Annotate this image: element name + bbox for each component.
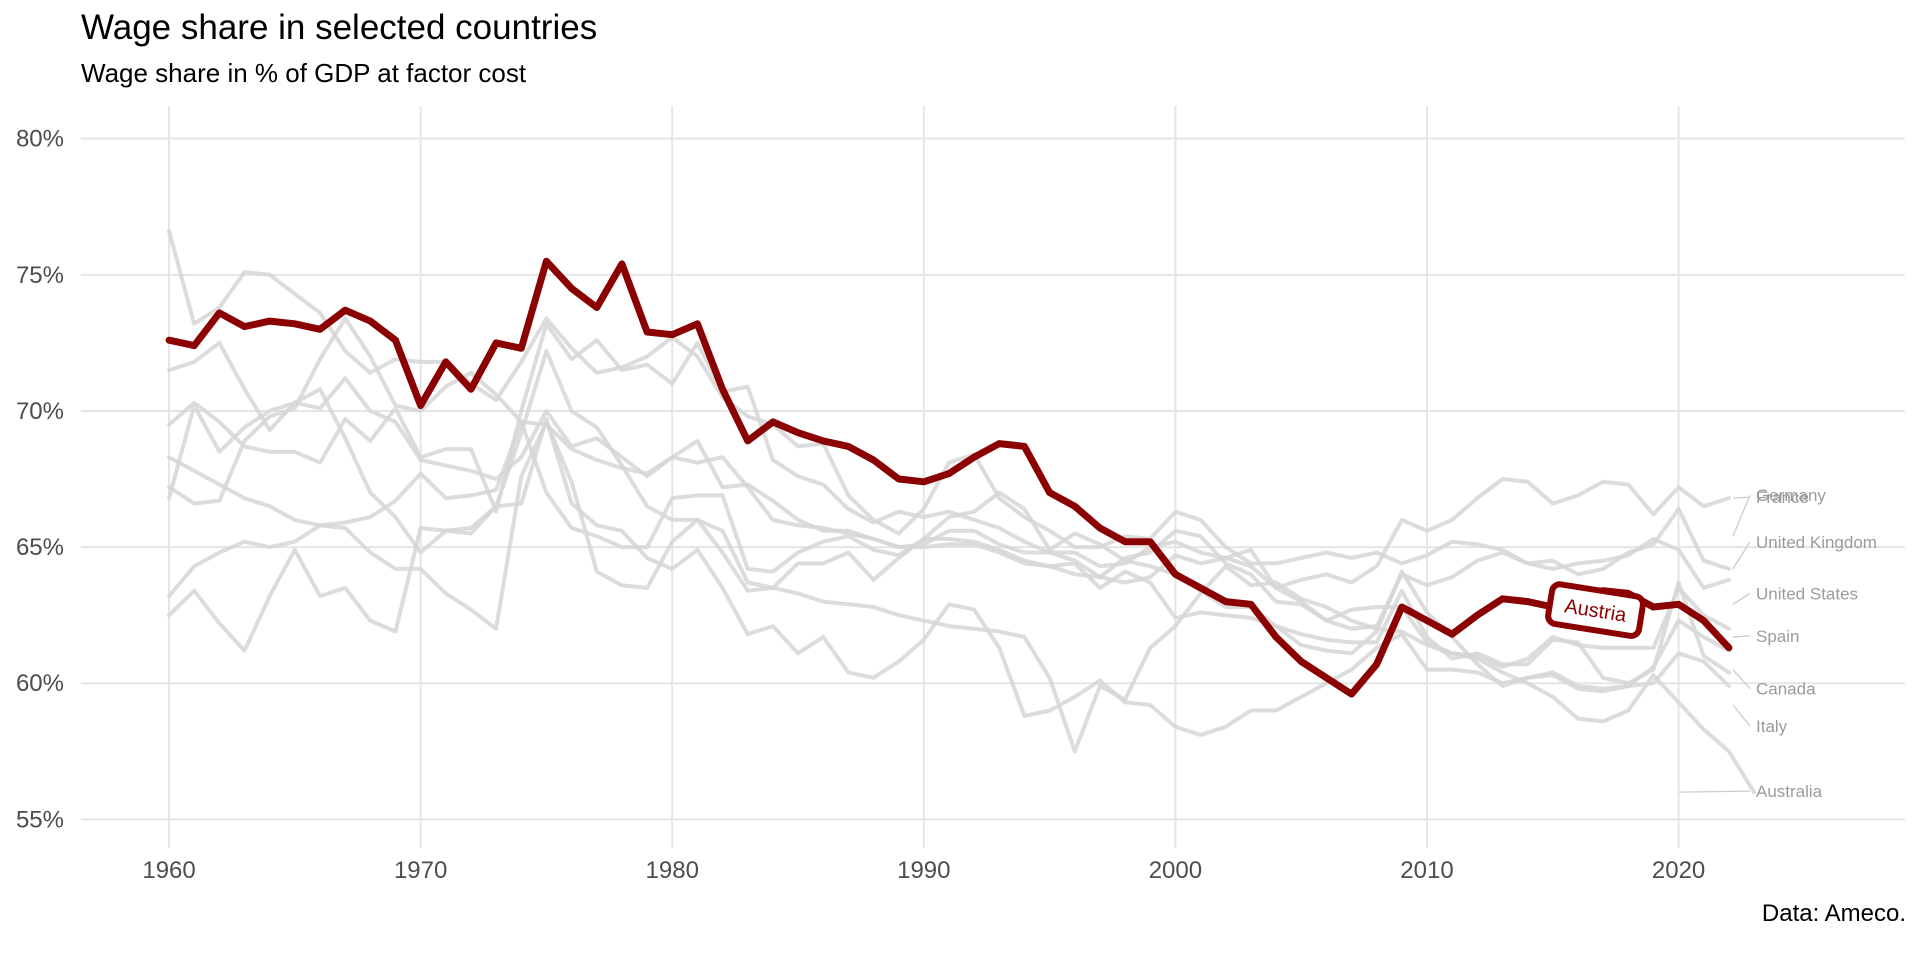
label-leader-line — [1732, 496, 1751, 499]
country-label-united-states: United States — [1756, 584, 1858, 603]
background-series — [167, 229, 1756, 795]
country-label-australia: Australia — [1756, 782, 1823, 801]
axis-ticks: 55% 60% 65% 70% 75% 80% 1960 1970 1980 1990 2000 20… — [16, 126, 1705, 884]
x-tick-label: 2010 — [1400, 857, 1453, 884]
country-label-united-kingdom: United Kingdom — [1756, 533, 1877, 552]
chart-subtitle: Wage share in % of GDP at factor cost — [81, 58, 527, 88]
label-leader-line — [1732, 541, 1751, 570]
series-line-italy — [167, 417, 1731, 737]
series-line-austria — [165, 257, 1733, 698]
label-leader-line — [1732, 494, 1751, 537]
y-tick-label: 60% — [16, 670, 64, 697]
chart-title: Wage share in selected countries — [81, 8, 598, 47]
x-tick-label: 1970 — [394, 857, 447, 884]
x-tick-label: 1960 — [142, 857, 195, 884]
austria-label: Austria — [1545, 581, 1646, 639]
country-label-france: France — [1756, 488, 1809, 507]
series-line-united-kingdom — [167, 229, 1731, 577]
x-tick-label: 1990 — [897, 857, 950, 884]
series-line-canada — [167, 316, 1731, 686]
grid — [81, 106, 1905, 848]
y-tick-label: 70% — [16, 398, 64, 425]
austria-label-box — [1545, 581, 1646, 639]
x-tick-label: 2020 — [1652, 857, 1705, 884]
label-leader-line — [1732, 704, 1751, 727]
y-tick-label: 55% — [16, 806, 64, 833]
series-line-united-states — [167, 419, 1731, 669]
country-label-germany: Germany — [1756, 486, 1826, 505]
label-leader-line — [1732, 669, 1751, 690]
x-tick-label: 2000 — [1149, 857, 1202, 884]
country-label-italy: Italy — [1756, 717, 1788, 736]
y-tick-label: 65% — [16, 534, 64, 561]
series-line-germany — [167, 376, 1731, 631]
label-leader-line — [1732, 592, 1751, 605]
series-line-australia — [167, 340, 1756, 795]
country-label-spain: Spain — [1756, 627, 1799, 646]
y-tick-label: 80% — [16, 126, 64, 153]
country-label-canada: Canada — [1756, 680, 1816, 699]
data-source-caption: Data: Ameco. — [1761, 900, 1906, 927]
label-leader-line — [1678, 790, 1751, 793]
label-leader-line — [1732, 635, 1751, 638]
y-tick-label: 75% — [16, 262, 64, 289]
highlight-series: Austria — [165, 257, 1733, 698]
x-tick-label: 1980 — [646, 857, 699, 884]
series-line-france — [167, 321, 1731, 590]
